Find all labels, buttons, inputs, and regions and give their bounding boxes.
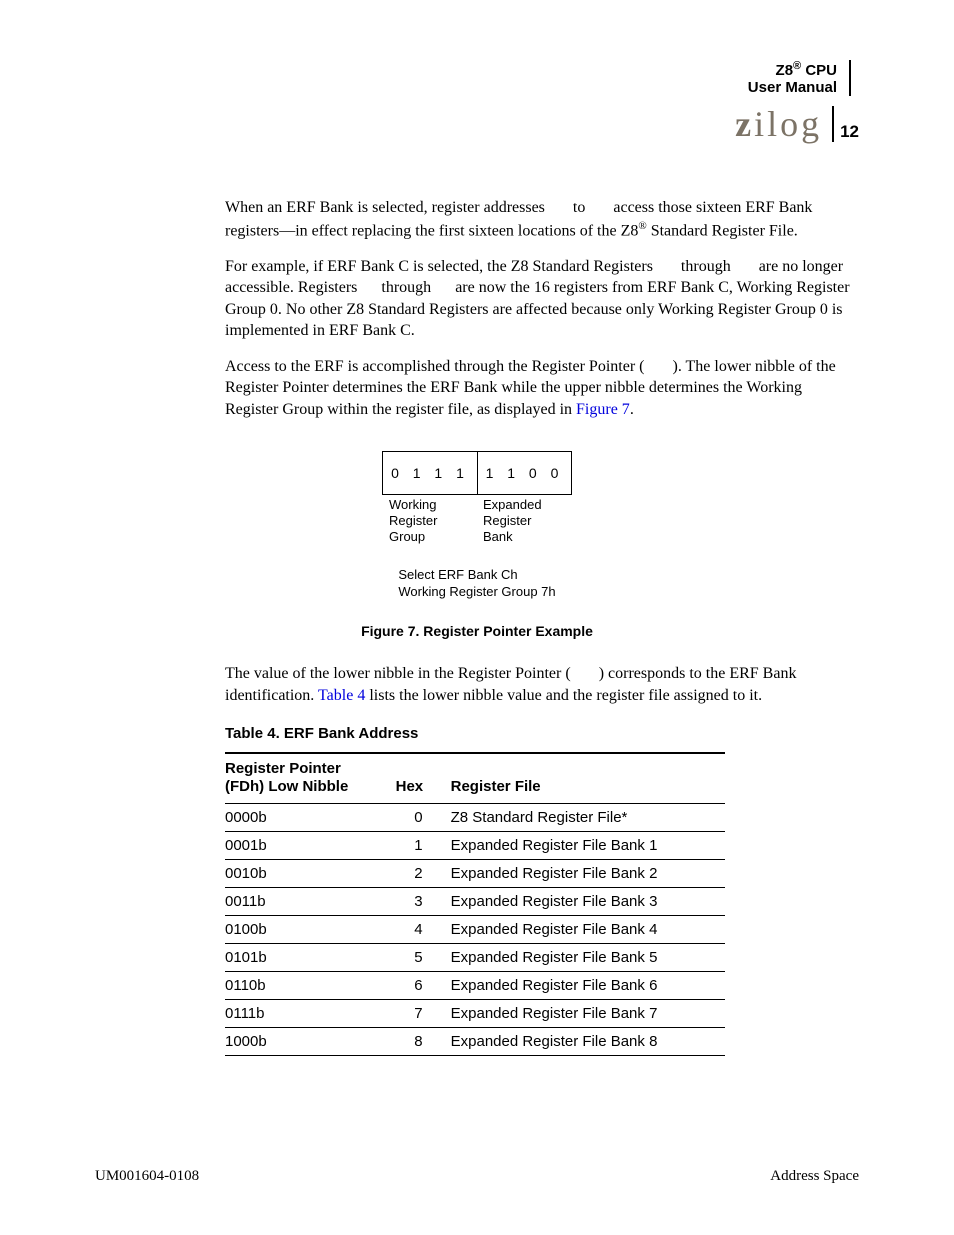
table-row: 0000b0Z8 Standard Register File* xyxy=(225,804,725,832)
cell-file: Expanded Register File Bank 3 xyxy=(451,888,725,916)
p4c: lists the lower nibble value and the reg… xyxy=(365,687,762,704)
p2d: through xyxy=(381,279,435,296)
p1a: When an ERF Bank is selected, register a… xyxy=(225,199,549,216)
page-number: 12 xyxy=(840,122,859,142)
cell-nibble: 0111b xyxy=(225,1000,396,1028)
cell-file: Expanded Register File Bank 7 xyxy=(451,1000,725,1028)
paragraph-3: Access to the ERF is accomplished throug… xyxy=(225,356,859,421)
cell-hex: 4 xyxy=(396,916,451,944)
figure-subtext: Select ERF Bank Ch Working Register Grou… xyxy=(398,567,555,601)
p1b: to xyxy=(573,199,589,216)
product-suffix: CPU xyxy=(801,62,837,79)
cell-nibble: 0010b xyxy=(225,860,396,888)
cell-hex: 0 xyxy=(396,804,451,832)
table-body: 0000b0Z8 Standard Register File*0001b1Ex… xyxy=(225,804,725,1056)
paragraph-2: For example, if ERF Bank C is selected, … xyxy=(225,256,859,342)
cell-hex: 8 xyxy=(396,1028,451,1056)
cell-file: Z8 Standard Register File* xyxy=(451,804,725,832)
cell-hex: 6 xyxy=(396,972,451,1000)
p1sup: ® xyxy=(638,220,646,232)
col-register-pointer: Register Pointer(FDh) Low Nibble xyxy=(225,753,396,804)
table-row: 0010b2Expanded Register File Bank 2 xyxy=(225,860,725,888)
upper-nibble-label: Working Register Group xyxy=(383,497,477,546)
cell-file: Expanded Register File Bank 2 xyxy=(451,860,725,888)
cell-hex: 7 xyxy=(396,1000,451,1028)
table-row: 0101b5Expanded Register File Bank 5 xyxy=(225,944,725,972)
lower-nibble: 1 1 0 0 xyxy=(477,452,571,494)
body-content: When an ERF Bank is selected, register a… xyxy=(225,197,859,421)
body-content-2: The value of the lower nibble in the Reg… xyxy=(225,663,859,706)
page-footer: UM001604-0108 Address Space xyxy=(95,1168,859,1185)
paragraph-4: The value of the lower nibble in the Reg… xyxy=(225,663,859,706)
cell-hex: 1 xyxy=(396,832,451,860)
p2b: through xyxy=(681,258,735,275)
lower-nibble-label: Expanded Register Bank xyxy=(477,497,571,546)
table-row: 1000b8Expanded Register File Bank 8 xyxy=(225,1028,725,1056)
p3c: . xyxy=(630,401,634,418)
p4a: The value of the lower nibble in the Reg… xyxy=(225,665,571,682)
cell-nibble: 0000b xyxy=(225,804,396,832)
zilog-logo: zilog xyxy=(735,106,834,142)
cell-hex: 2 xyxy=(396,860,451,888)
p2a: For example, if ERF Bank C is selected, … xyxy=(225,258,657,275)
table-4-link[interactable]: Table 4 xyxy=(318,687,365,704)
table-row: 0001b1Expanded Register File Bank 1 xyxy=(225,832,725,860)
p1d: Standard Register File. xyxy=(647,222,798,239)
table-row: 0011b3Expanded Register File Bank 3 xyxy=(225,888,725,916)
cell-nibble: 0100b xyxy=(225,916,396,944)
cell-nibble: 0001b xyxy=(225,832,396,860)
col-register-file: Register File xyxy=(451,753,725,804)
paragraph-1: When an ERF Bank is selected, register a… xyxy=(225,197,859,242)
table-row: 0110b6Expanded Register File Bank 6 xyxy=(225,972,725,1000)
cell-file: Expanded Register File Bank 8 xyxy=(451,1028,725,1056)
erf-bank-table: Register Pointer(FDh) Low Nibble Hex Reg… xyxy=(225,752,725,1057)
logo-rest: ilog xyxy=(754,104,822,144)
figure-caption: Figure 7. Register Pointer Example xyxy=(95,623,859,639)
cell-nibble: 0110b xyxy=(225,972,396,1000)
cell-nibble: 0101b xyxy=(225,944,396,972)
table-row: 0111b7Expanded Register File Bank 7 xyxy=(225,1000,725,1028)
cell-file: Expanded Register File Bank 4 xyxy=(451,916,725,944)
page-header: Z8® CPU User Manual zilog 12 xyxy=(95,60,859,142)
cell-hex: 5 xyxy=(396,944,451,972)
cell-file: Expanded Register File Bank 5 xyxy=(451,944,725,972)
cell-nibble: 0011b xyxy=(225,888,396,916)
cell-hex: 3 xyxy=(396,888,451,916)
table-4-title: Table 4. ERF Bank Address xyxy=(225,725,859,742)
p3a: Access to the ERF is accomplished throug… xyxy=(225,358,644,375)
upper-nibble: 0 1 1 1 xyxy=(383,452,477,494)
col-hex: Hex xyxy=(396,753,451,804)
figure-7: 0 1 1 1 1 1 0 0 Working Register Group E… xyxy=(95,451,859,640)
register-pointer-byte: 0 1 1 1 1 1 0 0 xyxy=(382,451,572,495)
figure-7-link[interactable]: Figure 7 xyxy=(576,401,630,418)
footer-doc-id: UM001604-0108 xyxy=(95,1168,199,1185)
cell-file: Expanded Register File Bank 1 xyxy=(451,832,725,860)
registered-mark: ® xyxy=(793,60,801,72)
manual-label: User Manual xyxy=(748,79,837,96)
table-row: 0100b4Expanded Register File Bank 4 xyxy=(225,916,725,944)
footer-section: Address Space xyxy=(770,1168,859,1185)
cell-file: Expanded Register File Bank 6 xyxy=(451,972,725,1000)
cell-nibble: 1000b xyxy=(225,1028,396,1056)
product-name: Z8 xyxy=(776,62,794,79)
header-title: Z8® CPU User Manual xyxy=(748,60,851,96)
